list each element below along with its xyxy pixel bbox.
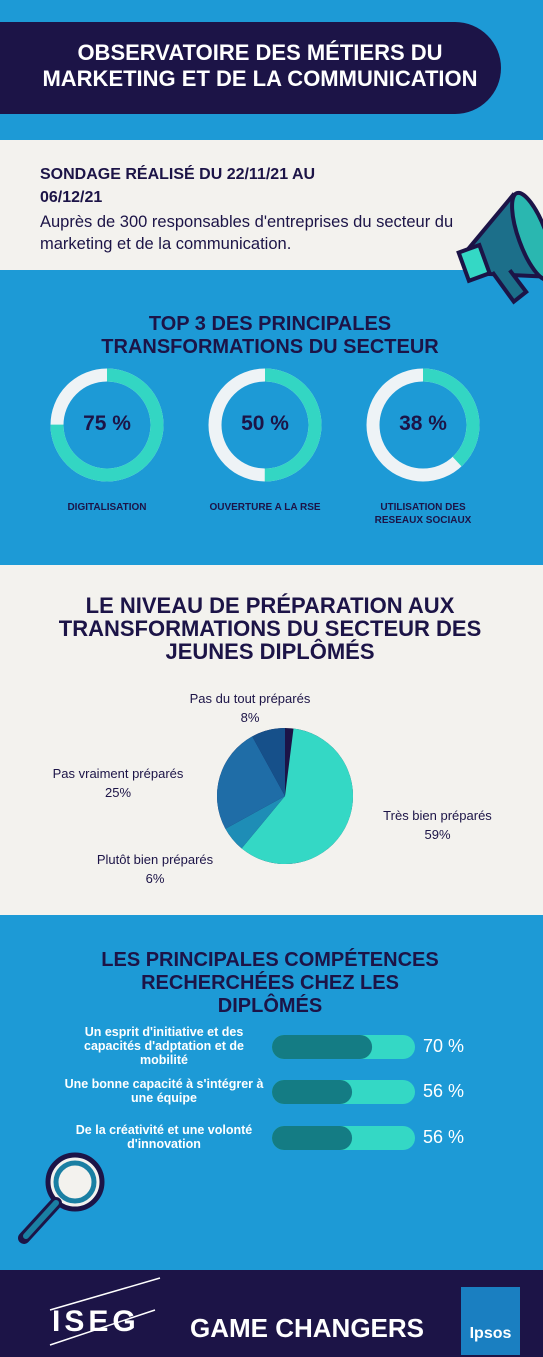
pie-label: Plutôt bien préparés [96,852,214,867]
survey-band [0,140,543,270]
footer-band [0,1270,543,1357]
bar-title: LES PRINCIPALES COMPÉTENCES RECHERCHÉES … [101,949,439,1017]
bar [272,1035,373,1059]
bar-value-label: 56 % [423,1081,465,1101]
bar [272,1080,353,1104]
footer-tagline: GAME CHANGERS [190,1313,425,1343]
pie-label: Pas du tout préparés [189,691,311,706]
donut-arc [366,368,480,482]
donut-value-label: 50 % [241,412,289,435]
footer-partner: Ipsos [469,1325,512,1342]
footer-brand: ISEG [52,1305,140,1338]
pie-slice [217,736,285,829]
header-banner [0,22,501,114]
survey-description: Auprès de 300 responsables d'entreprises… [40,213,454,253]
pie-label: Pas vraiment préparés [52,766,184,781]
bar-value-label: 56 % [423,1127,465,1147]
bar-category: Un esprit d'initiative et des capacités … [84,1025,244,1067]
ipsos-logo [461,1287,520,1355]
magnifier-icon [18,1152,105,1244]
pie-label: Très bien préparés [383,808,492,823]
pie-slice [241,728,354,865]
donut-category: UTILISATION DES RESEAUX SOCIAUX [374,502,472,526]
donut-category: OUVERTURE A LA RSE [209,502,321,513]
bar-category: Une bonne capacité à s'intégrer à une éq… [64,1077,264,1105]
bar [272,1126,353,1150]
pie-title: LE NIVEAU DE PRÉPARATION AUX TRANSFORMAT… [58,593,482,664]
donut-arc [208,368,322,482]
pie-value-label: 6% [145,871,165,886]
pie-value-label: 25% [104,785,132,800]
pie-slice [225,796,285,849]
donut-title: TOP 3 DES PRINCIPALES TRANSFORMATIONS DU… [101,313,439,358]
survey-dates: SONDAGE RÉALISÉ DU 22/11/21 AU 06/12/21 [40,166,316,206]
header-title: OBSERVATOIRE DES MÉTIERS DU MARKETING ET… [42,40,478,91]
donut-value-label: 75 % [83,412,131,435]
donut-arc [50,368,164,482]
donut-value-label: 38 % [399,412,447,435]
pie-value-label: 59% [424,827,451,842]
bar-value-label: 70 % [423,1036,465,1056]
pie-slice [252,728,285,796]
bar-category: De la créativité et une volonté d'innova… [75,1123,253,1151]
iseg-lines [49,1277,161,1346]
donut-category: DIGITALISATION [67,502,147,513]
pie-value-label: 8% [240,710,260,725]
